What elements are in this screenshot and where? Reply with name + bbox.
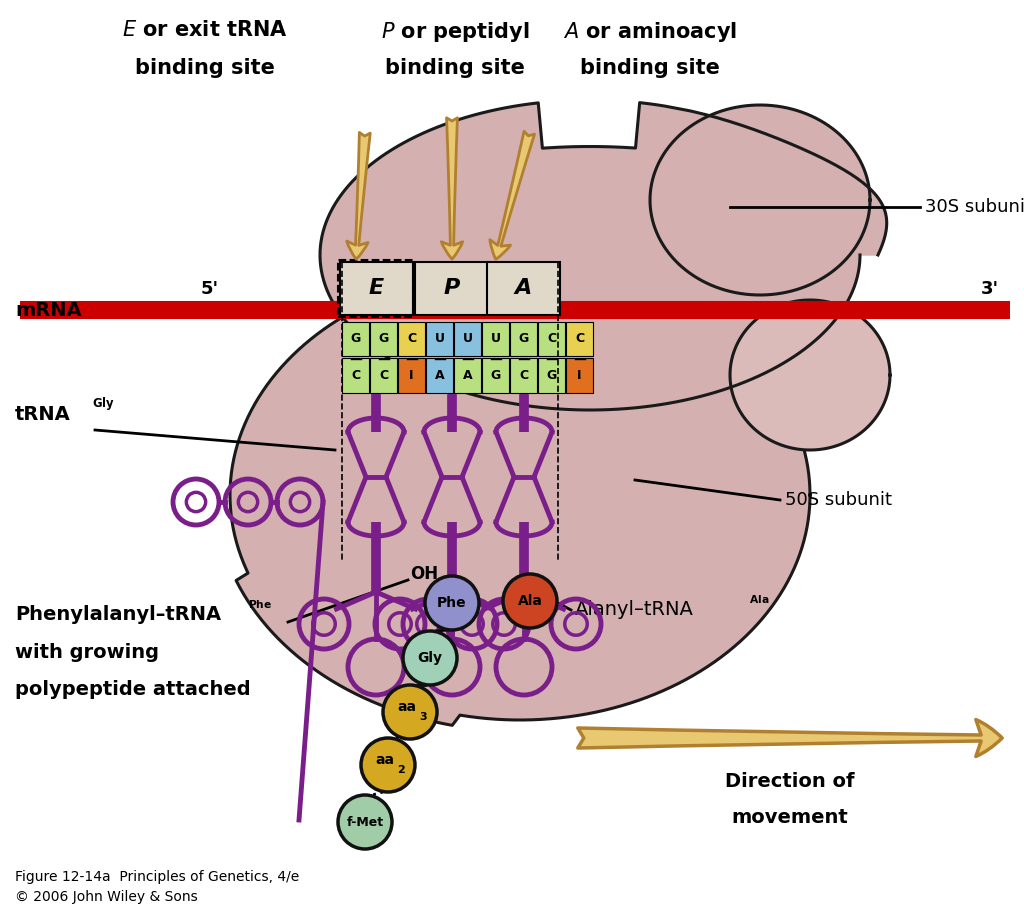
Text: 5': 5' (201, 280, 219, 298)
Text: $^{\mathbf{Ala}}$: $^{\mathbf{Ala}}$ (749, 596, 769, 611)
Text: $\boldsymbol{\mathit{E}}$ or exit tRNA: $\boldsymbol{\mathit{E}}$ or exit tRNA (122, 20, 288, 40)
Text: tRNA: tRNA (15, 405, 71, 425)
Text: G: G (350, 332, 360, 346)
Text: mRNA: mRNA (15, 300, 82, 319)
Text: G: G (547, 369, 557, 382)
Circle shape (338, 795, 392, 849)
Text: $^{\mathbf{Gly}}$: $^{\mathbf{Gly}}$ (92, 398, 115, 416)
Bar (415, 262, 488, 315)
Text: C: C (407, 332, 416, 346)
Bar (398, 322, 425, 356)
Text: C: C (574, 332, 584, 346)
Text: © 2006 John Wiley & Sons: © 2006 John Wiley & Sons (15, 890, 198, 904)
Text: U: U (490, 332, 501, 346)
Bar (454, 358, 481, 393)
Text: $\boldsymbol{\mathit{P}}$ or peptidyl: $\boldsymbol{\mathit{P}}$ or peptidyl (381, 20, 529, 44)
Bar (370, 322, 397, 356)
Bar (370, 358, 397, 393)
Bar (398, 358, 425, 393)
Text: 50S subunit: 50S subunit (785, 491, 892, 509)
Text: aa: aa (397, 700, 417, 714)
Text: binding site: binding site (385, 58, 525, 78)
Text: Phe: Phe (437, 596, 467, 610)
Text: f-Met: f-Met (346, 815, 384, 828)
Text: G: G (379, 332, 389, 346)
Text: G: G (518, 332, 528, 346)
Bar (482, 358, 509, 393)
Bar (454, 322, 481, 356)
Text: Alanyl–tRNA: Alanyl–tRNA (575, 600, 694, 619)
Text: $^{\mathbf{Phe}}$: $^{\mathbf{Phe}}$ (248, 601, 272, 616)
Text: U: U (434, 332, 444, 346)
Circle shape (383, 685, 437, 739)
Text: with growing: with growing (15, 643, 159, 662)
Text: 30S subunit: 30S subunit (925, 198, 1024, 216)
Text: aa: aa (376, 753, 394, 767)
Bar (338, 260, 413, 317)
Polygon shape (230, 279, 810, 726)
Bar (482, 322, 509, 356)
Text: 3': 3' (981, 280, 999, 298)
Text: A: A (463, 369, 472, 382)
Polygon shape (650, 105, 870, 295)
Text: P: P (443, 278, 460, 298)
Bar (510, 322, 537, 356)
Bar (538, 322, 565, 356)
Text: C: C (379, 369, 388, 382)
Bar (342, 322, 369, 356)
Bar (340, 262, 413, 315)
Text: movement: movement (731, 808, 848, 827)
Text: A: A (434, 369, 444, 382)
Circle shape (425, 576, 479, 630)
Text: Figure 12-14a  Principles of Genetics, 4/e: Figure 12-14a Principles of Genetics, 4/… (15, 870, 299, 884)
Circle shape (403, 631, 457, 685)
Text: G: G (490, 369, 501, 382)
Circle shape (503, 574, 557, 628)
Text: Gly: Gly (418, 651, 442, 665)
Bar (538, 358, 565, 393)
Text: A: A (515, 278, 532, 298)
Text: C: C (519, 369, 528, 382)
Text: I: I (410, 369, 414, 382)
Text: C: C (351, 369, 360, 382)
Text: E: E (369, 278, 384, 298)
Text: 3: 3 (419, 712, 427, 722)
Text: Direction of: Direction of (725, 772, 855, 791)
Bar (566, 322, 593, 356)
Text: $\boldsymbol{\mathit{A}}$ or aminoacyl: $\boldsymbol{\mathit{A}}$ or aminoacyl (563, 20, 737, 44)
Text: OH: OH (410, 565, 438, 583)
Polygon shape (730, 300, 890, 450)
Bar (426, 358, 453, 393)
Text: C: C (547, 332, 556, 346)
Bar (566, 358, 593, 393)
Bar (426, 322, 453, 356)
Text: U: U (463, 332, 472, 346)
Text: binding site: binding site (580, 58, 720, 78)
Bar (487, 262, 560, 315)
Text: binding site: binding site (135, 58, 274, 78)
Circle shape (361, 738, 415, 792)
Text: Ala: Ala (517, 594, 543, 608)
Text: polypeptide attached: polypeptide attached (15, 680, 251, 699)
Text: Phenylalanyl–tRNA: Phenylalanyl–tRNA (15, 605, 221, 624)
Polygon shape (321, 102, 887, 410)
Bar (510, 358, 537, 393)
Text: I: I (578, 369, 582, 382)
Bar (342, 358, 369, 393)
Text: 2: 2 (397, 765, 404, 775)
